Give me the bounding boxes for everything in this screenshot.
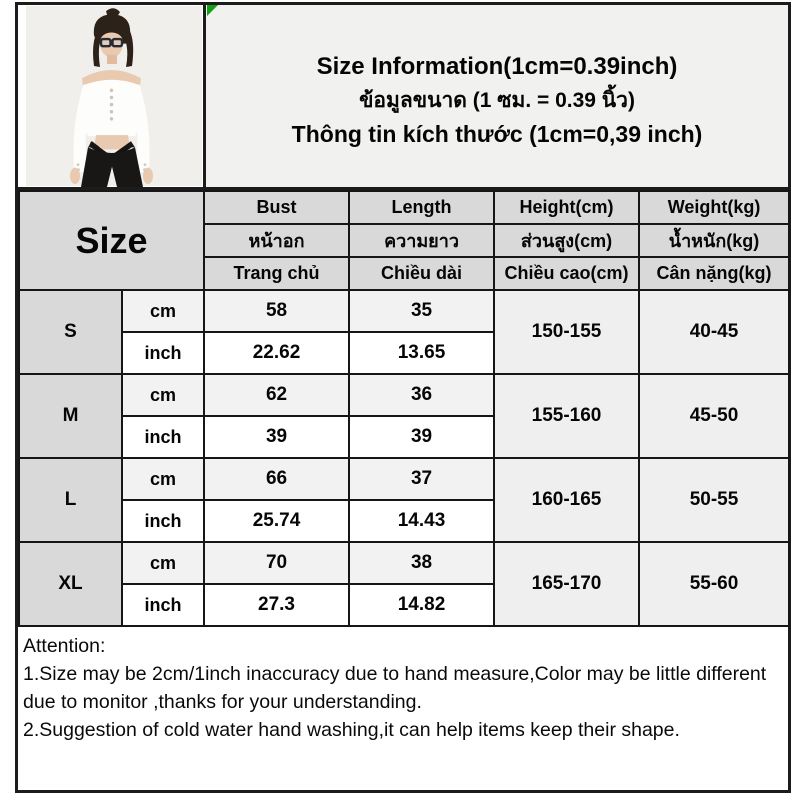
unit-inch-label: inch xyxy=(120,415,206,459)
size-table: Size Bust Length Height(cm) Weight(kg) ห… xyxy=(17,190,791,627)
l-bust-inch: 25.74 xyxy=(203,499,351,543)
m-bust-cm: 62 xyxy=(203,373,351,417)
model-illustration xyxy=(26,6,202,187)
unit-inch-label: inch xyxy=(120,331,206,375)
m-length-cm: 36 xyxy=(348,373,496,417)
xl-length-inch: 14.82 xyxy=(348,583,496,627)
table-row-xl-inch: inch 27.3 14.82 xyxy=(19,583,789,627)
m-height-range: 155-160 xyxy=(493,373,641,459)
l-weight-range: 50-55 xyxy=(638,457,791,543)
header-band: Size Information(1cm=0.39inch) ข้อมูลขนา… xyxy=(18,5,788,190)
table-row-l-inch: inch 25.74 14.43 xyxy=(19,499,789,543)
length-header-en: Length xyxy=(348,190,496,225)
table-row-m-inch: inch 39 39 xyxy=(19,415,789,459)
unit-inch-label: inch xyxy=(120,583,206,627)
table-row-s-cm: S cm 58 35 150-155 40-45 xyxy=(18,289,791,375)
height-header-th: ส่วนสูง(cm) xyxy=(493,223,641,258)
l-bust-cm: 66 xyxy=(203,457,351,501)
table-row-s-inch: inch 22.62 13.65 xyxy=(19,331,789,375)
m-length-inch: 39 xyxy=(348,415,496,459)
size-m-cell: M xyxy=(18,373,123,459)
header-row-english: Size Bust Length Height(cm) Weight(kg) xyxy=(17,190,791,291)
table-row-l-cm: L cm 66 37 160-165 50-55 xyxy=(18,457,791,543)
title-vietnamese: Thông tin kích thước (1cm=0,39 inch) xyxy=(291,120,703,147)
unit-cm-label: cm xyxy=(120,541,206,585)
size-l-cell: L xyxy=(18,457,123,543)
length-header-th: ความยาว xyxy=(348,223,496,258)
model-photo xyxy=(18,5,206,187)
unit-cm-label: cm xyxy=(120,289,206,333)
s-bust-inch: 22.62 xyxy=(203,331,351,375)
weight-header-en: Weight(kg) xyxy=(638,190,791,225)
size-s-cell: S xyxy=(18,289,123,375)
height-header-en: Height(cm) xyxy=(493,190,641,225)
unit-cm-label: cm xyxy=(120,457,206,501)
xl-bust-cm: 70 xyxy=(203,541,351,585)
title-english: Size Information(1cm=0.39inch) xyxy=(316,52,678,80)
table-row-xl-cm: XL cm 70 38 165-170 55-60 xyxy=(18,541,791,627)
attention-notes: Attention: 1.Size may be 2cm/1inch inacc… xyxy=(18,627,788,744)
bust-header-th: หน้าอก xyxy=(203,223,351,258)
title-thai: ข้อมูลขนาด (1 ซม. = 0.39 นิ้ว) xyxy=(359,88,635,112)
unit-cm-label: cm xyxy=(120,373,206,417)
weight-header-vi: Cân nặng(kg) xyxy=(638,256,791,291)
xl-bust-inch: 27.3 xyxy=(203,583,351,627)
height-header-vi: Chiều cao(cm) xyxy=(493,256,641,291)
m-bust-inch: 39 xyxy=(203,415,351,459)
l-length-cm: 37 xyxy=(348,457,496,501)
weight-header-th: น้ำหนัก(kg) xyxy=(638,223,791,258)
xl-length-cm: 38 xyxy=(348,541,496,585)
size-info-title-block: Size Information(1cm=0.39inch) ข้อมูลขนา… xyxy=(206,5,788,187)
s-bust-cm: 58 xyxy=(203,289,351,333)
xl-weight-range: 55-60 xyxy=(638,541,791,627)
s-weight-range: 40-45 xyxy=(638,289,791,375)
unit-inch-label: inch xyxy=(120,499,206,543)
s-length-cm: 35 xyxy=(348,289,496,333)
m-weight-range: 45-50 xyxy=(638,373,791,459)
l-length-inch: 14.43 xyxy=(348,499,496,543)
l-height-range: 160-165 xyxy=(493,457,641,543)
s-height-range: 150-155 xyxy=(493,289,641,375)
attention-note-2: 2.Suggestion of cold water hand washing,… xyxy=(23,719,680,741)
attention-heading: Attention: xyxy=(23,635,106,657)
header-row-vietnamese: Trang chủ Chiều dài Chiều cao(cm) Cân nặ… xyxy=(19,256,791,291)
table-row-m-cm: M cm 62 36 155-160 45-50 xyxy=(18,373,791,459)
size-chart-panel: Size Information(1cm=0.39inch) ข้อมูลขนา… xyxy=(15,2,791,793)
s-length-inch: 13.65 xyxy=(348,331,496,375)
attention-note-1: 1.Size may be 2cm/1inch inaccuracy due t… xyxy=(23,663,767,713)
length-header-vi: Chiều dài xyxy=(348,256,496,291)
green-corner-marker xyxy=(207,5,218,16)
size-xl-cell: XL xyxy=(18,541,123,627)
bust-header-en: Bust xyxy=(203,190,351,225)
bust-header-vi: Trang chủ xyxy=(203,256,351,291)
header-row-thai: หน้าอก ความยาว ส่วนสูง(cm) น้ำหนัก(kg) xyxy=(19,223,791,258)
size-header-cell: Size xyxy=(17,190,206,291)
xl-height-range: 165-170 xyxy=(493,541,641,627)
